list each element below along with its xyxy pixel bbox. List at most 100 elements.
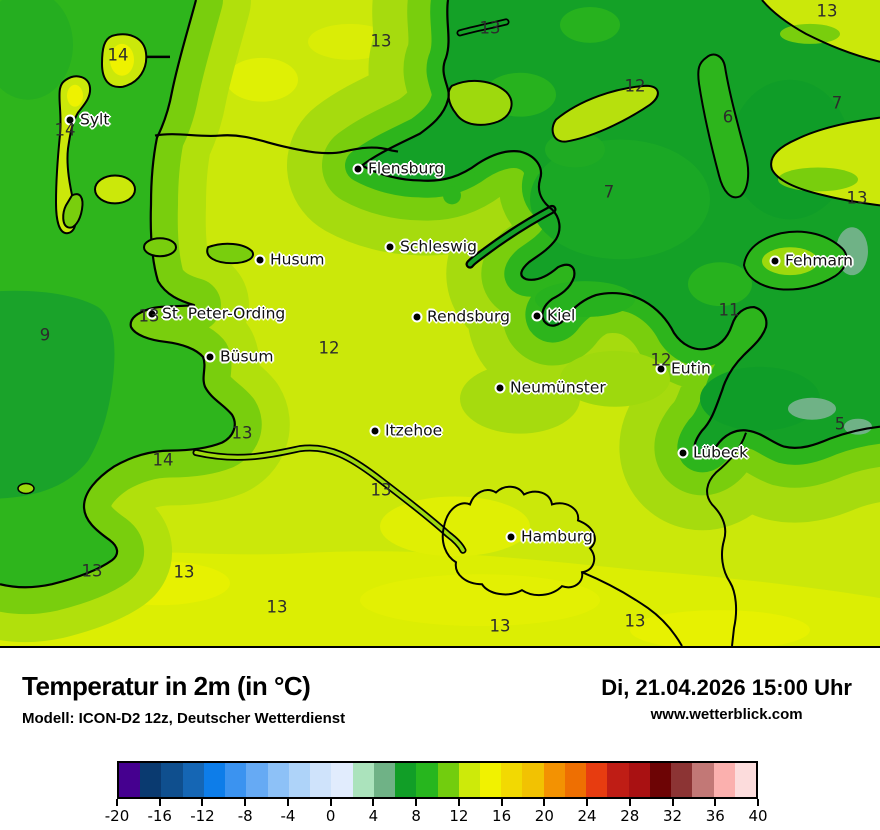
temperature-value-label: 13 (370, 480, 392, 500)
inland-cool-patch (460, 363, 580, 434)
yellow-patch (360, 574, 600, 627)
temperature-value-label: 7 (603, 182, 615, 202)
city-label: Kiel (547, 306, 576, 325)
schlei-inlet-water (467, 207, 555, 267)
border-mecklenburg (706, 432, 747, 646)
city-label: Fehmarn (785, 251, 853, 270)
city-dot-icon (771, 257, 779, 265)
border-hamburg (441, 485, 596, 597)
colorbar-segment (649, 763, 672, 797)
island-als (447, 79, 513, 126)
colorbar-tick (286, 799, 289, 806)
city-label: Schleswig (400, 237, 477, 256)
colorbar-tick (415, 799, 418, 806)
lolland-cool-patch (778, 167, 858, 192)
colorbar-tick (671, 799, 674, 806)
temperature-value-label: 13 (231, 423, 253, 443)
city-label: Eutin (671, 359, 711, 378)
sea-shade-patch (700, 366, 820, 431)
city-dot-icon (66, 116, 74, 124)
colorbar-segment (416, 763, 438, 797)
colorbar-segment (692, 763, 714, 797)
colorbar-segment (586, 763, 608, 797)
colorbar-tick (244, 799, 247, 806)
colorbar-segment (734, 763, 757, 797)
city-dot-icon (354, 165, 362, 173)
city-dot-icon (386, 243, 394, 251)
city-dot-icon (533, 312, 541, 320)
city-dot-icon (507, 533, 515, 541)
temperature-value-label: 7 (831, 93, 843, 113)
city-label: St. Peter-Ording (162, 304, 286, 323)
colorbar-segment (501, 763, 523, 797)
colorbar-segment (310, 763, 332, 797)
colorbar-tick (628, 799, 631, 806)
river-elbe-southeast (581, 571, 683, 646)
temperature-value-label: 13 (479, 18, 501, 38)
footer-right-block: Di, 21.04.2026 15:00 Uhr www.wetterblick… (601, 675, 852, 723)
colorbar-tick (543, 799, 546, 806)
colorbar-tick-label: 4 (368, 807, 379, 825)
inland-cool-patch (560, 350, 670, 407)
colorbar-tick-label: 36 (705, 807, 725, 825)
city-label: Flensburg (368, 159, 445, 178)
colorbar-segment (331, 763, 353, 797)
colorbar-ticks: -20 -16 -12 -8 -4 0 4 8 12 16 20 24 28 32 36 40 (105, 799, 768, 830)
city-label: Lübeck (693, 443, 749, 462)
colorbar-tick-label: -20 (104, 807, 130, 825)
island-aeroe (551, 84, 659, 143)
city-label: Rendsburg (427, 307, 510, 326)
colorbar-segment (267, 763, 289, 797)
colorbar-segment (395, 763, 417, 797)
topright-cool-patch (780, 23, 840, 44)
island-pellworm (143, 237, 177, 258)
island-foehr (94, 174, 136, 205)
colorbar-segment (522, 763, 544, 797)
lake-patch (443, 186, 461, 205)
city-dot-icon (148, 310, 156, 318)
city-label: Neumünster (510, 378, 606, 397)
colorbar-tick-label: -4 (280, 807, 296, 825)
colorbar-segment (225, 763, 247, 797)
colorbar-tick-label: 20 (534, 807, 554, 825)
colorbar-segment (564, 763, 587, 797)
city-dot-icon (206, 353, 214, 361)
map-canvas: Sylt Flensburg Schleswig Husum St. Peter-Ord… (0, 0, 880, 648)
temperature-map-svg (0, 0, 880, 646)
valid-datetime: Di, 21.04.2026 15:00 Uhr (601, 675, 852, 700)
colorbar-tick (201, 799, 204, 806)
temperature-value-label: 13 (489, 616, 511, 636)
colorbar-segment (246, 763, 268, 797)
colorbar-segment (543, 763, 565, 797)
colorbar-tick (372, 799, 375, 806)
city-label: Itzehoe (385, 421, 443, 440)
city-dot-icon (371, 427, 379, 435)
sylt-yellow-patch (67, 84, 83, 107)
colorbar-tick (457, 799, 460, 806)
colorbar-segment (671, 763, 693, 797)
temperature-value-label: 13 (173, 562, 195, 582)
river-elbe-water (194, 446, 465, 553)
yellow-patch (630, 610, 810, 646)
colorbar-tick-label: 24 (577, 807, 597, 825)
city-label: Büsum (220, 347, 274, 366)
temperature-value-label: 6 (722, 107, 734, 127)
coastline-baltic (360, 0, 880, 457)
colorbar-tick-label: 28 (620, 807, 640, 825)
colorbar: -20 -16 -12 -8 -4 0 4 8 12 16 20 24 28 32 36 40 (105, 761, 768, 830)
sea-shade-patch (560, 6, 620, 43)
colorbar-segment (119, 763, 141, 797)
temperature-value-label: 14 (107, 45, 129, 65)
temperature-value-label: 14 (54, 120, 76, 140)
temperature-value-label: 13 (846, 188, 868, 208)
city-dot-icon (256, 256, 264, 264)
colorbar-tick-label: -8 (237, 807, 253, 825)
colorbar-tick (714, 799, 717, 806)
colorbar-tick (116, 799, 118, 806)
temperature-value-label: 11 (718, 300, 740, 320)
colorbar-tick-label: 32 (662, 807, 683, 825)
city-dot-icon (413, 313, 421, 321)
temperature-value-label: 13 (624, 611, 646, 631)
city-label: Hamburg (521, 527, 593, 546)
